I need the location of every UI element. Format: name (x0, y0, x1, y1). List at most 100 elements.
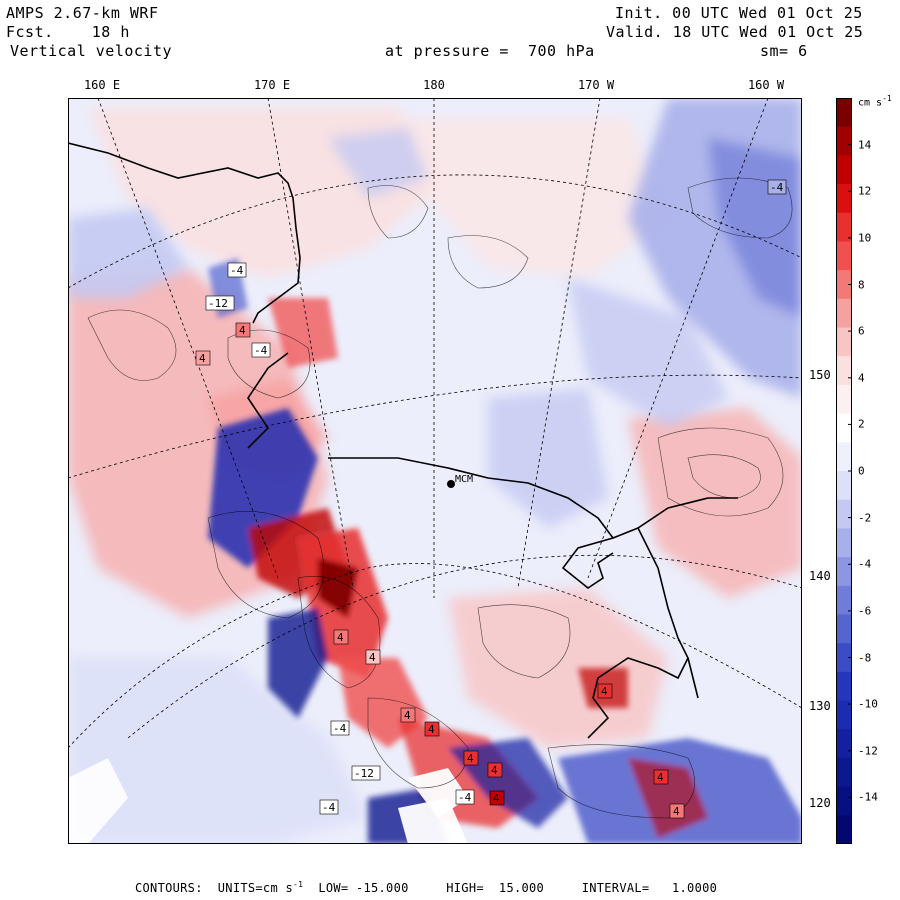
velocity-map: MCM 4 -4 -4 -12 4 4 4 4 -4 4 4 -12 4 4 -… (68, 98, 802, 844)
contour-label: 4 (463, 750, 479, 766)
colorbar-tick-label: 0 (858, 464, 865, 478)
contour-label: 4 (235, 322, 251, 338)
svg-text:-4: -4 (254, 344, 268, 357)
contour-label: 4 (669, 803, 685, 819)
colorbar-tick-label: -8 (858, 651, 872, 664)
colorbar-swatch (836, 155, 852, 185)
svg-text:4: 4 (239, 324, 246, 337)
contour-label: 4 (333, 629, 349, 645)
colorbar-swatch (836, 729, 852, 759)
colorbar-swatch (836, 671, 852, 702)
colorbar-swatch (836, 471, 852, 501)
contour-label: -12 (351, 765, 381, 781)
contour-info: CONTOURS: UNITS=cm s-1 LOW= -15.000 HIGH… (135, 880, 717, 895)
contour-label-boxes: 4 -4 -4 -12 4 4 4 4 -4 4 4 -12 4 4 -4 -4… (195, 179, 787, 819)
colorbar-tick-label: 12 (858, 184, 872, 198)
svg-text:-4: -4 (230, 264, 244, 277)
colorbar-swatch (836, 528, 852, 558)
colorbar-swatch (836, 241, 852, 271)
contour-label: 4 (489, 790, 505, 806)
forecast-label: Fcst. 18 h (6, 24, 130, 41)
contour-label: 4 (195, 350, 211, 366)
colorbar-tick-label: 2 (858, 417, 865, 431)
colorbar-tick-label: -10 (858, 697, 878, 711)
svg-text:4: 4 (601, 685, 608, 698)
colorbar-tick-label: 4 (858, 371, 865, 385)
colorbar-swatch (836, 270, 852, 300)
colorbar-swatch (836, 356, 852, 386)
contour-label: 4 (365, 649, 381, 665)
station-label: MCM (455, 474, 473, 485)
colorbar-swatch (836, 384, 852, 415)
svg-text:-12: -12 (208, 297, 228, 310)
contour-label: -4 (227, 262, 247, 278)
weak-sinking-areas (68, 98, 802, 844)
coastline (68, 142, 738, 739)
svg-text:4: 4 (491, 764, 498, 777)
colorbar-units: cm s-1 (858, 94, 892, 108)
contour-high: HIGH= 15.000 (446, 881, 545, 895)
colorbar-tick-label: -6 (858, 604, 872, 618)
colorbar-swatch (836, 442, 852, 472)
svg-text:4: 4 (428, 723, 435, 736)
colorbar-swatch (836, 585, 852, 616)
contour-label: -4 (767, 179, 787, 195)
svg-text:-4: -4 (770, 181, 784, 194)
svg-text:4: 4 (369, 651, 376, 664)
colorbar-swatch (836, 815, 852, 844)
svg-text:-12: -12 (354, 767, 374, 780)
colorbar-swatch (836, 499, 852, 529)
colorbar-swatch (836, 614, 852, 644)
contour-units-exponent: -1 (293, 880, 304, 889)
colorbar-swatch (836, 184, 852, 214)
colorbar-swatch (836, 126, 852, 156)
contour-label: 4 (424, 721, 440, 737)
masked-terrain (68, 758, 468, 844)
contour-interval: INTERVAL= 1.0000 (581, 881, 718, 895)
forecast-label-text: Fcst. (6, 23, 54, 41)
colorbar-swatch (836, 700, 852, 730)
colorbar-swatch (836, 413, 852, 443)
contour-low: LOW= -15.000 (318, 881, 409, 895)
map-frame (68, 98, 802, 844)
contour-label: 4 (400, 707, 416, 723)
colorbar-tick-label: 8 (858, 278, 865, 291)
colorbar-swatch (836, 557, 852, 587)
colorbar-swatch (836, 643, 852, 673)
colorbar-tick-label: 14 (858, 138, 872, 152)
svg-text:4: 4 (493, 792, 500, 805)
colorbar-tick-label: 10 (858, 231, 872, 245)
colorbar-units-exponent: -1 (882, 94, 892, 103)
contour-label: 4 (597, 683, 613, 699)
lon-label-180: 180 (423, 78, 445, 92)
smoothing-value: sm= 6 (760, 42, 808, 60)
lon-label-170e: 170 E (253, 78, 291, 92)
colorbar-tick-label: -4 (858, 557, 872, 571)
svg-text:4: 4 (673, 805, 680, 818)
svg-text:4: 4 (467, 752, 474, 765)
lon-label-160e: 160 E (83, 78, 121, 92)
colorbar-swatch (836, 786, 852, 816)
colorbar-tick-label: 6 (858, 324, 865, 338)
valid-time: Valid. 18 UTC Wed 01 Oct 25 (606, 23, 864, 41)
svg-text:4: 4 (199, 352, 206, 365)
colorbar-swatch (836, 98, 852, 128)
svg-text:-4: -4 (333, 722, 347, 735)
colorbar (836, 98, 852, 844)
colorbar-swatch (836, 327, 852, 357)
colorbar-units-text: cm s (858, 97, 883, 109)
model-title: AMPS 2.67-km WRF (6, 4, 159, 22)
init-time: Init. 00 UTC Wed 01 Oct 25 (615, 4, 863, 22)
svg-text:4: 4 (657, 771, 664, 784)
contour-label: -4 (330, 720, 350, 736)
pressure-level: at pressure = 700 hPa (385, 42, 595, 60)
contour-lines (87, 177, 793, 819)
svg-text:4: 4 (337, 631, 344, 644)
contour-label: 4 (487, 762, 503, 778)
station-marker (447, 480, 455, 488)
colorbar-tick-label: -2 (858, 511, 872, 525)
contour-label: -4 (251, 342, 271, 358)
contour-label: -4 (319, 799, 339, 815)
contour-label: -4 (455, 789, 475, 805)
svg-text:-4: -4 (458, 791, 472, 804)
